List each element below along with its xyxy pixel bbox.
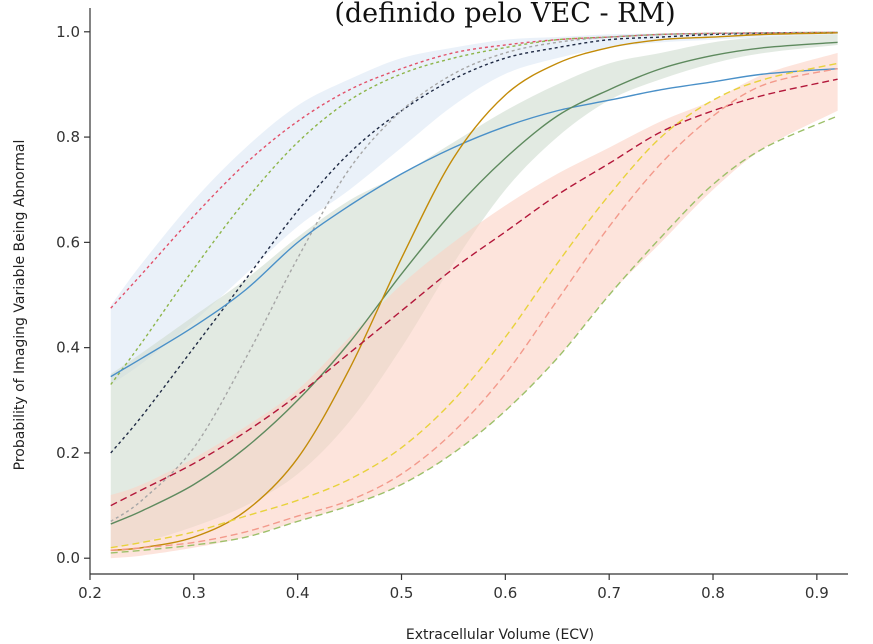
series-line-5 (110, 67, 838, 378)
y-tick-label: 0.0 (56, 549, 80, 567)
x-tick-label: 0.7 (597, 584, 621, 602)
confidence-band-1 (110, 31, 838, 385)
axes (89, 8, 848, 575)
y-tick-label: 0.4 (56, 339, 80, 357)
x-tick-label: 0.3 (182, 584, 206, 602)
x-tick-label: 0.5 (390, 584, 414, 602)
y-axis-label: Probability of Imaging Variable Being Ab… (12, 140, 28, 471)
confidence-bands (110, 31, 838, 559)
series-line-4 (110, 31, 838, 522)
y-tick-label: 0.6 (56, 233, 80, 251)
series-line-3 (110, 32, 838, 454)
y-ticks: 0.0 0.2 0.4 0.6 0.8 1.0 (56, 23, 90, 567)
series-line-2 (110, 31, 838, 385)
y-tick-label: 0.2 (56, 444, 80, 462)
y-tick-label: 1.0 (56, 23, 80, 41)
x-axis-label: Extracellular Volume (ECV) (406, 627, 594, 643)
y-tick-label: 0.8 (56, 128, 80, 146)
series-line-1 (110, 31, 838, 309)
series-line-11 (110, 115, 838, 554)
chart-title: (definido pelo VEC - RM) (334, 0, 675, 29)
series-line-7 (110, 32, 838, 552)
series-line-6 (110, 41, 838, 525)
x-tick-label: 0.9 (805, 584, 829, 602)
series-line-8 (110, 78, 838, 507)
x-tick-label: 0.8 (701, 584, 725, 602)
x-tick-label: 0.4 (286, 584, 310, 602)
probability-curves (110, 31, 838, 554)
series-line-9 (110, 62, 838, 549)
confidence-band-3 (110, 52, 838, 559)
x-ticks: 0.2 0.3 0.4 0.5 0.6 0.7 0.8 0.9 (78, 574, 829, 602)
x-tick-label: 0.2 (78, 584, 102, 602)
x-tick-label: 0.6 (493, 584, 517, 602)
